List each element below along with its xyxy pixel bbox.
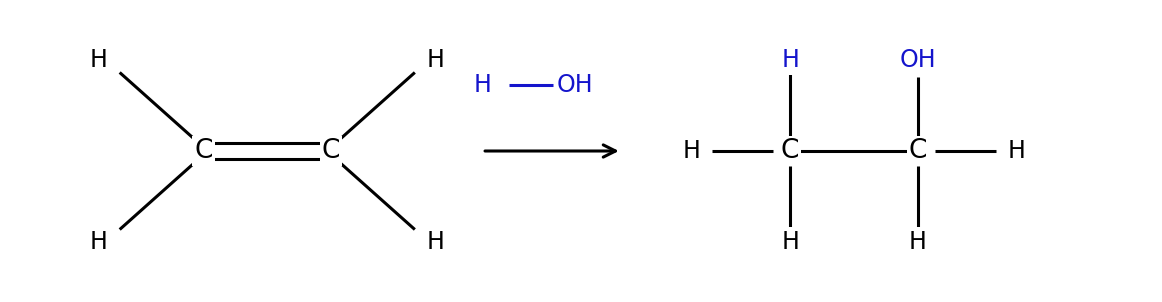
Text: C: C — [322, 138, 340, 164]
Text: H: H — [781, 230, 799, 254]
Text: H: H — [1007, 139, 1026, 163]
Text: OH: OH — [557, 72, 594, 97]
Text: H: H — [781, 48, 799, 72]
Text: H: H — [89, 230, 108, 254]
Text: H: H — [682, 139, 701, 163]
Text: C: C — [194, 138, 213, 164]
Text: C: C — [909, 138, 927, 164]
Text: OH: OH — [899, 48, 937, 72]
Text: H: H — [426, 48, 445, 72]
Text: H: H — [89, 48, 108, 72]
Text: H: H — [473, 72, 492, 97]
Text: H: H — [909, 230, 927, 254]
Text: H: H — [426, 230, 445, 254]
Text: C: C — [781, 138, 799, 164]
